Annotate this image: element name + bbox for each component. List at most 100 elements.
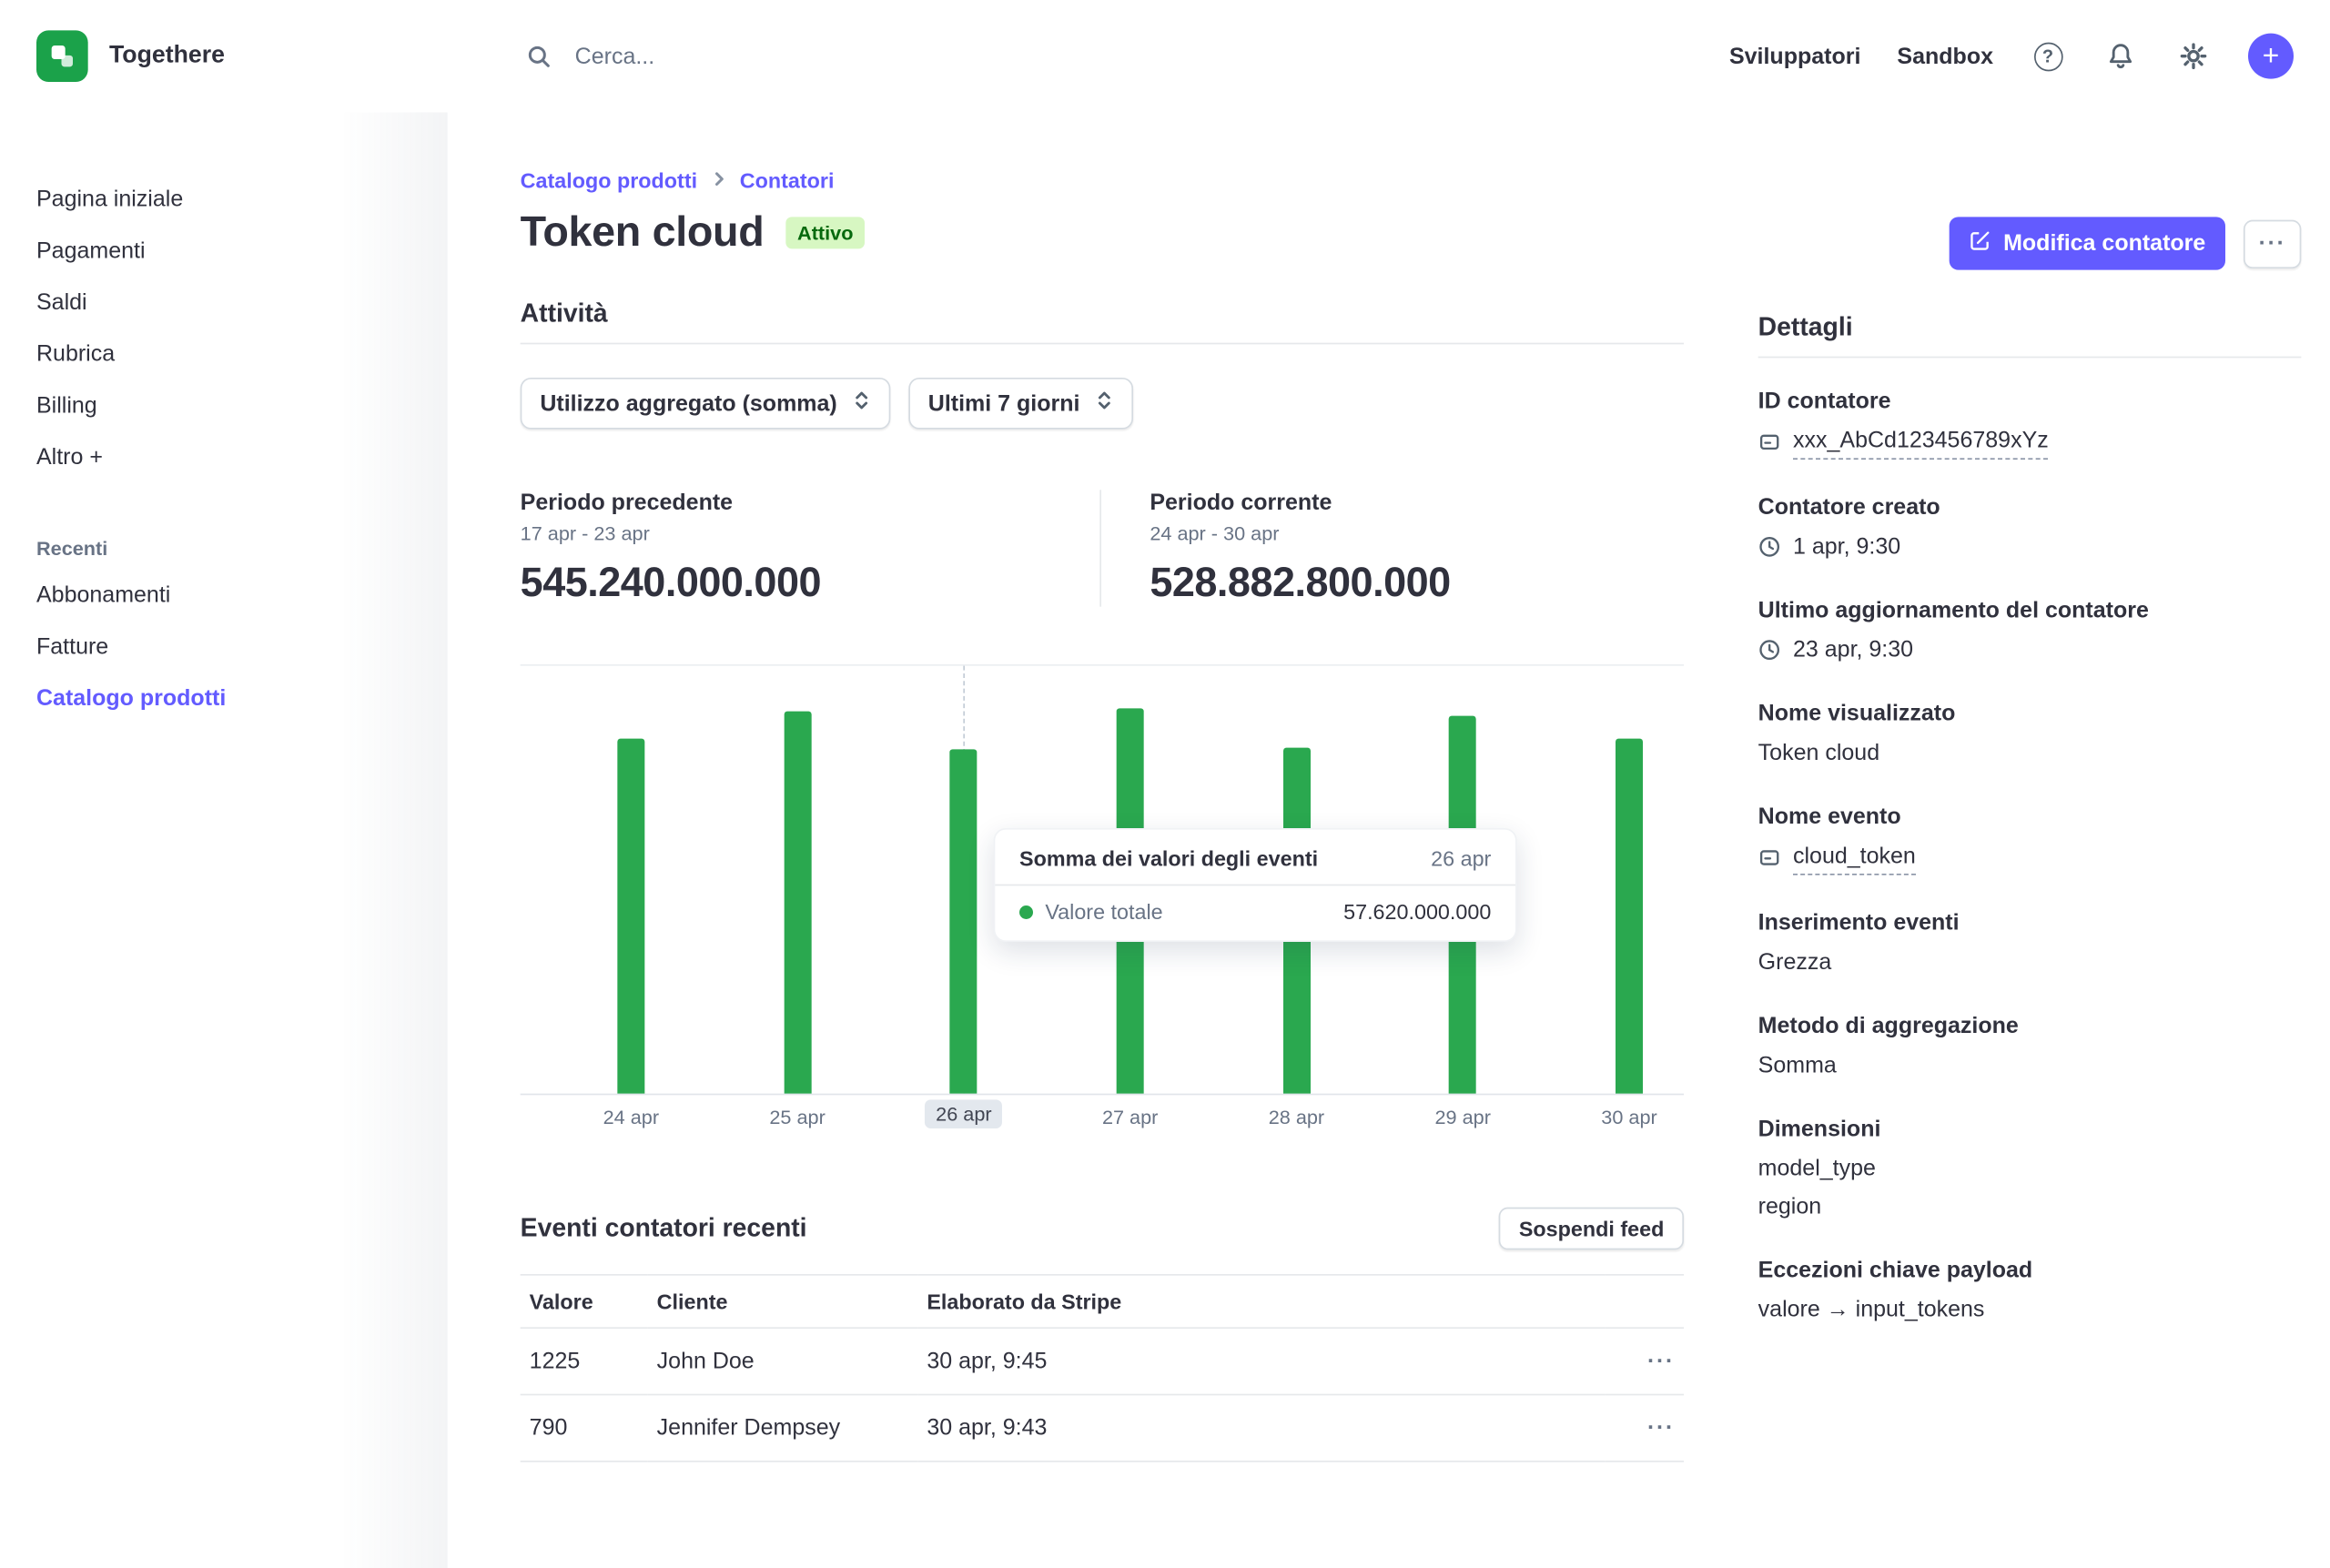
stats-divider [1099,490,1102,607]
plus-icon: + [2262,40,2280,73]
sidebar-item-pagamenti[interactable]: Pagamenti [36,237,146,264]
detail-value-text: 1 apr, 9:30 [1793,533,1901,561]
breadcrumb-link-catalog[interactable]: Catalogo prodotti [520,168,698,193]
cell-elaborato: 30 apr, 9:43 [917,1394,1606,1462]
previous-period-label: Periodo precedente [520,490,734,516]
detail-field-label: Dimensioni [1758,1116,1881,1143]
detail-field-metodo-di-aggregazione: Metodo di aggregazione Somma [1758,1013,2302,1081]
clock-icon [1758,639,1781,662]
detail-value-text[interactable]: cloud_token [1793,840,1916,875]
detail-field-label: Eccezioni chiave payload [1758,1257,2033,1284]
sidebar-item-billing[interactable]: Billing [36,391,97,419]
cell-elaborato: 30 apr, 9:45 [917,1328,1606,1396]
series-dot-icon [1019,905,1034,919]
sort-chevrons-icon [1095,389,1113,417]
page-title: Token cloud [520,207,765,256]
detail-field-label: Contatore creato [1758,494,1940,521]
aggregation-select[interactable]: Utilizzo aggregato (somma) [520,378,891,430]
brand-home-link[interactable]: Togethere [36,30,521,83]
sidebar-item-saldi[interactable]: Saldi [36,288,87,315]
x-axis-label-25-apr: 25 apr [769,1106,826,1129]
cell-valore: 790 [520,1394,648,1462]
add-account-avatar-button[interactable]: + [2248,33,2295,79]
more-options-button[interactable]: ··· [2244,218,2302,268]
column-header-cliente: Cliente [647,1274,918,1330]
detail-field-nome-visualizzato: Nome visualizzato Token cloud [1758,701,2302,769]
edit-meter-button[interactable]: Modifica contatore [1949,217,2226,270]
details-heading: Dettagli [1758,312,1853,342]
row-ellipsis-icon[interactable]: ··· [1647,1348,1676,1375]
cell-cliente: Jennifer Dempsey [647,1394,918,1462]
table-row[interactable]: 1225 John Doe 30 apr, 9:45 ··· [520,1328,1685,1396]
detail-field-value: xxx_AbCd123456789xYz [1758,425,2302,460]
detail-value-text[interactable]: xxx_AbCd123456789xYz [1793,425,2049,460]
clock-icon [1758,535,1781,558]
detail-field-value: valore → input_tokens [1758,1294,2302,1326]
tooltip-date: 26 apr [1431,846,1492,871]
detail-field-label: Nome evento [1758,804,1901,830]
chevron-right-icon [709,168,727,193]
breadcrumb-link-meters[interactable]: Contatori [739,168,835,193]
search-icon [521,38,557,75]
column-header-elaborato-da-stripe: Elaborato da Stripe [917,1274,1606,1330]
tooltip-value: 57.620.000.000 [1343,899,1492,925]
detail-value-text: 23 apr, 9:30 [1793,637,1914,663]
row-menu-cell: ··· [1605,1394,1685,1462]
detail-value-text: Grezza [1758,949,1832,976]
pause-feed-button[interactable]: Sospendi feed [1499,1207,1685,1250]
nav-developers-link[interactable]: Sviluppatori [1728,43,1861,69]
search-input[interactable] [572,41,1034,71]
current-period-range: 24 apr - 30 apr [1150,521,1280,545]
detail-field-label: Inserimento eventi [1758,910,1960,936]
top-bar: Togethere Sviluppatori Sandbox ? [0,0,2330,112]
card-icon [1758,846,1781,869]
detail-field-label: Metodo di aggregazione [1758,1013,2019,1039]
row-menu-cell: ··· [1605,1328,1685,1396]
sidebar-item-abbonamenti[interactable]: Abbonamenti [36,582,171,608]
date-range-select[interactable]: Ultimi 7 giorni [908,378,1133,430]
chart-tooltip: Somma dei valori degli eventi 26 apr Val… [993,828,1517,943]
tooltip-title: Somma dei valori degli eventi [1019,846,1319,871]
detail-field-value: 1 apr, 9:30 [1758,531,2302,562]
detail-value-text: model_type [1758,1156,1876,1182]
detail-field-id-contatore: ID contatore xxx_AbCd123456789xYz [1758,389,2302,460]
nav-sandbox-link[interactable]: Sandbox [1897,43,1994,69]
help-icon[interactable]: ? [2030,38,2066,75]
status-badge: Attivo [785,216,866,248]
column-header-valore: Valore [520,1274,648,1330]
period-stats: Periodo precedente 17 apr - 23 apr 545.2… [521,490,1684,607]
x-axis-label-24-apr: 24 apr [603,1106,660,1129]
chart-bar-24-apr [617,738,645,1094]
previous-period-value: 545.240.000.000 [520,560,822,606]
notifications-bell-icon[interactable] [2102,38,2139,75]
sidebar-item-catalogo-prodotti[interactable]: Catalogo prodotti [36,684,227,711]
sidebar-item-fatture[interactable]: Fatture [36,632,109,660]
sidebar-item-rubrica[interactable]: Rubrica [36,340,116,367]
detail-field-label: Nome visualizzato [1758,701,1956,727]
global-search [521,38,1034,75]
detail-field-value: Grezza [1758,946,2302,978]
tooltip-divider [995,884,1516,886]
detail-field-eccezioni-chiave-payload: Eccezioni chiave payload valore → input_t… [1758,1258,2302,1326]
detail-field-value: Somma [1758,1049,2302,1081]
brand-logo-icon [36,30,88,83]
detail-field-label: Ultimo aggiornamento del contatore [1758,597,2149,624]
previous-period-stat: Periodo precedente 17 apr - 23 apr 545.2… [521,490,1100,606]
settings-gear-icon[interactable] [2175,38,2212,75]
x-axis-label-29-apr: 29 apr [1434,1106,1491,1129]
sidebar-item-pagina-iniziale[interactable]: Pagina iniziale [36,186,184,212]
x-axis-label-26-apr: 26 apr [925,1099,1003,1129]
detail-field-inserimento-eventi: Inserimento eventi Grezza [1758,910,2302,978]
row-ellipsis-icon[interactable]: ··· [1647,1415,1676,1442]
detail-field-value: 23 apr, 9:30 [1758,634,2302,666]
top-nav: Sviluppatori Sandbox ? + [1728,33,2295,79]
detail-field-ultimo-aggiornamento-del-contatore: Ultimo aggiornamento del contatore 23 apr… [1758,598,2302,666]
previous-period-range: 17 apr - 23 apr [520,521,650,545]
sidebar-recent-label: Recenti [36,537,108,561]
sidebar-item-altro[interactable]: Altro + [36,443,103,470]
events-table: Valore Cliente Elaborato da Stripe 1225 Joh… [520,1274,1685,1462]
cell-cliente: John Doe [647,1328,918,1396]
pencil-square-icon [1969,229,1991,258]
table-row[interactable]: 790 Jennifer Dempsey 30 apr, 9:43 ··· [520,1394,1685,1462]
detail-field-contatore-creato: Contatore creato 1 apr, 9:30 [1758,494,2302,562]
